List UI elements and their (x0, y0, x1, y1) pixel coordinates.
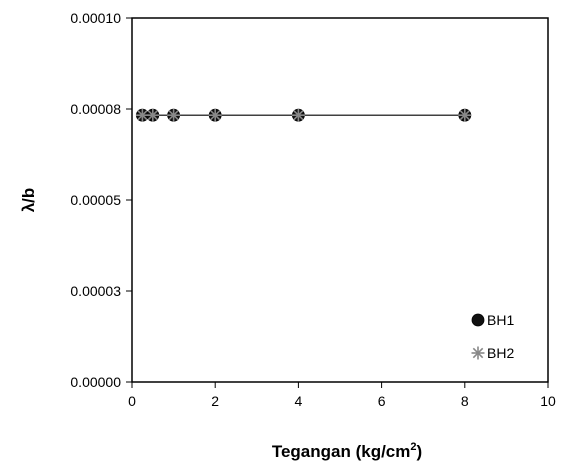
x-axis-title-end: ) (417, 442, 423, 461)
data-point-bh2-stroke (209, 109, 221, 121)
x-tick-label: 8 (461, 393, 469, 409)
plot-area-border (131, 17, 549, 383)
legend-label-bh2: BH2 (487, 345, 514, 361)
legend-marker-bh2-stroke (472, 347, 484, 359)
data-point-bh2-stroke (459, 109, 471, 121)
y-axis-title: λ/b (19, 188, 38, 213)
data-point-bh2-stroke (168, 109, 179, 121)
data-point-bh2 (291, 108, 305, 122)
data-point-bh2 (458, 108, 472, 122)
data-point-bh2 (167, 108, 181, 122)
legend-marker-bh2 (471, 346, 485, 360)
data-point-bh2 (208, 108, 222, 122)
data-point-bh2-stroke (293, 109, 304, 121)
x-axis-title-superscript: 2 (410, 441, 416, 453)
y-tick-label: 0.00008 (70, 101, 121, 117)
y-tick-label: 0.00000 (70, 374, 121, 390)
data-point-bh2-stroke (137, 109, 148, 121)
data-point-bh2-stroke (147, 109, 159, 121)
x-tick-label: 4 (295, 393, 303, 409)
y-tick-label: 0.00003 (70, 283, 121, 299)
legend-label-bh1: BH1 (487, 312, 514, 328)
x-axis-title: Tegangan (kg/cm2) (272, 441, 422, 461)
y-tick-label: 0.00005 (70, 192, 121, 208)
x-tick-label: 0 (128, 393, 136, 409)
x-tick-label: 2 (211, 393, 219, 409)
x-axis-title-main: Tegangan (kg/cm (272, 442, 411, 461)
y-axis-title-group: λ/b (19, 188, 38, 213)
y-tick-label: 0.00010 (70, 10, 121, 26)
x-tick-label: 10 (540, 393, 556, 409)
x-tick-label: 6 (378, 393, 386, 409)
legend-marker-bh1 (471, 313, 485, 327)
data-point-bh2 (146, 108, 160, 122)
